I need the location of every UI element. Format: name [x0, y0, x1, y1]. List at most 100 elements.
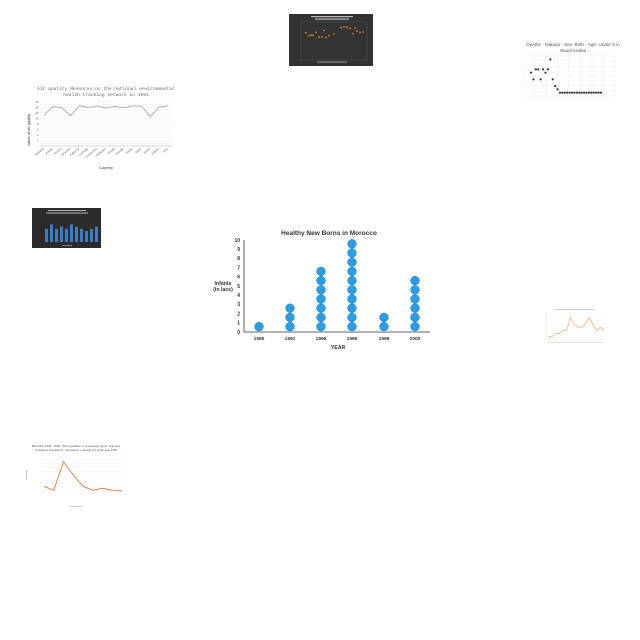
x-tick-label: 1998 — [379, 336, 390, 342]
air-quality-x-axis-label: Country — [99, 165, 113, 170]
x-tick-label: Alabama — [34, 146, 45, 156]
infant-dot — [254, 321, 264, 332]
scatter-point — [592, 91, 595, 94]
scatter-point — [310, 34, 312, 37]
infant-dot — [316, 321, 326, 332]
y-tick-label: 9 — [237, 247, 240, 253]
y-axis-label-line-1: Infants — [214, 281, 231, 287]
x-tick-label: 1992 — [285, 336, 296, 342]
infant-dot — [316, 294, 326, 304]
scatter-point — [362, 31, 364, 33]
scatter-point — [599, 91, 603, 94]
dark-scatter-thumbnail — [289, 14, 373, 66]
scatter-point — [318, 36, 320, 39]
scatter-point — [333, 33, 335, 35]
bar — [50, 224, 53, 242]
education-line-thumbnail: Education 1995 - 2000: Total population … — [22, 442, 132, 512]
bar — [55, 228, 58, 242]
x-tick-label: Florida — [107, 146, 116, 155]
scatter-point — [585, 91, 588, 94]
malaria-scatter-svg: Deaths - Malaria - Sex: Both - Age: Unde… — [522, 42, 620, 97]
scatter-point — [566, 91, 569, 94]
infant-dot — [347, 266, 357, 277]
x-tick-label: 1996 — [347, 336, 358, 342]
y-tick-label: 5 — [237, 284, 240, 290]
y-tick-label: 14 — [35, 106, 39, 110]
bar — [85, 231, 88, 242]
y-tick-label: 6 — [237, 275, 240, 281]
scatter-point — [590, 91, 593, 94]
scatter-point — [359, 31, 361, 34]
infant-dot — [316, 275, 326, 286]
scatter-point — [570, 91, 574, 94]
x-tick-label: 2000 — [410, 336, 421, 342]
infant-dot — [410, 285, 420, 295]
dark-bar-svg — [32, 208, 101, 248]
scatter-point — [575, 91, 578, 94]
bar — [90, 228, 93, 242]
air-quality-y-axis-label: Value of air quality — [26, 114, 31, 147]
infant-dot — [347, 275, 357, 286]
scatter-point — [583, 91, 586, 94]
x-tick-label: Hawaii — [124, 146, 133, 155]
y-axis-label-line-2: (in lacs) — [213, 287, 233, 293]
scatter-point — [539, 78, 542, 81]
chart-title: Healthy New Borns in Morocco — [281, 230, 377, 237]
infant-dot — [410, 275, 420, 286]
y-tick-label: 4 — [37, 133, 39, 137]
infant-dot — [410, 294, 420, 304]
y-tick-label: 6 — [37, 128, 39, 132]
infant-dot — [316, 285, 326, 295]
infant-dot — [347, 321, 357, 332]
scatter-point — [597, 91, 600, 94]
orange-line-thumbnail — [538, 308, 608, 346]
x-tick-label: Georgia — [114, 146, 124, 156]
scatter-point — [343, 25, 345, 28]
infant-dot — [316, 303, 326, 313]
scatter-point — [563, 91, 566, 94]
scatter-point — [595, 91, 598, 94]
scatter-point — [321, 35, 323, 38]
scatter-point — [580, 91, 583, 94]
infant-dot — [347, 248, 357, 258]
scatter-point — [305, 31, 307, 34]
education-line-svg: Education 1995 - 2000: Total population … — [26, 444, 126, 507]
bar — [95, 226, 98, 242]
x-tick-label: 1985 — [254, 336, 265, 342]
y-tick-label: 1 — [237, 321, 240, 327]
scatter-point — [315, 31, 317, 34]
main-dot-plot-svg: Healthy New Borns in Morocco Infants (in… — [213, 230, 430, 351]
scatter-point — [346, 26, 348, 29]
education-title-line-1: Education 1995 - 2000: Total population … — [32, 444, 121, 448]
bar — [75, 226, 78, 242]
scatter-point — [340, 26, 342, 29]
scatter-point — [558, 91, 562, 94]
infant-dot — [316, 312, 326, 323]
y-tick-label: 2 — [237, 311, 240, 317]
education-title-line-2: Limitations Population) - Population: to… — [35, 448, 118, 452]
infant-dot — [347, 312, 357, 323]
scatter-point — [578, 91, 581, 94]
scatter-point — [328, 34, 330, 37]
infant-dot — [347, 294, 357, 304]
scatter-point — [349, 27, 351, 30]
infant-dot — [285, 303, 295, 313]
infant-dot — [347, 303, 357, 313]
air-quality-title-line-2: health tracking network in 1994 — [63, 92, 149, 98]
infant-dot — [410, 321, 420, 332]
infant-dot — [410, 312, 420, 323]
infant-dot — [347, 257, 357, 267]
x-tick-label: Arkansas — [60, 146, 72, 157]
x-tick-label: Iowa — [162, 146, 169, 153]
infant-dot — [379, 312, 389, 323]
air-quality-title-line-1: Air quality Measures on the national env… — [37, 86, 175, 92]
education-series-line — [43, 460, 123, 492]
y-tick-label: 10 — [35, 117, 39, 121]
y-tick-label: 8 — [37, 122, 39, 126]
scatter-point — [549, 58, 552, 61]
scatter-point — [312, 34, 314, 37]
scatter-point — [534, 68, 537, 71]
infant-dot — [285, 312, 295, 323]
y-tick-label: 8 — [237, 256, 240, 262]
y-tick-label: 0 — [237, 330, 240, 336]
